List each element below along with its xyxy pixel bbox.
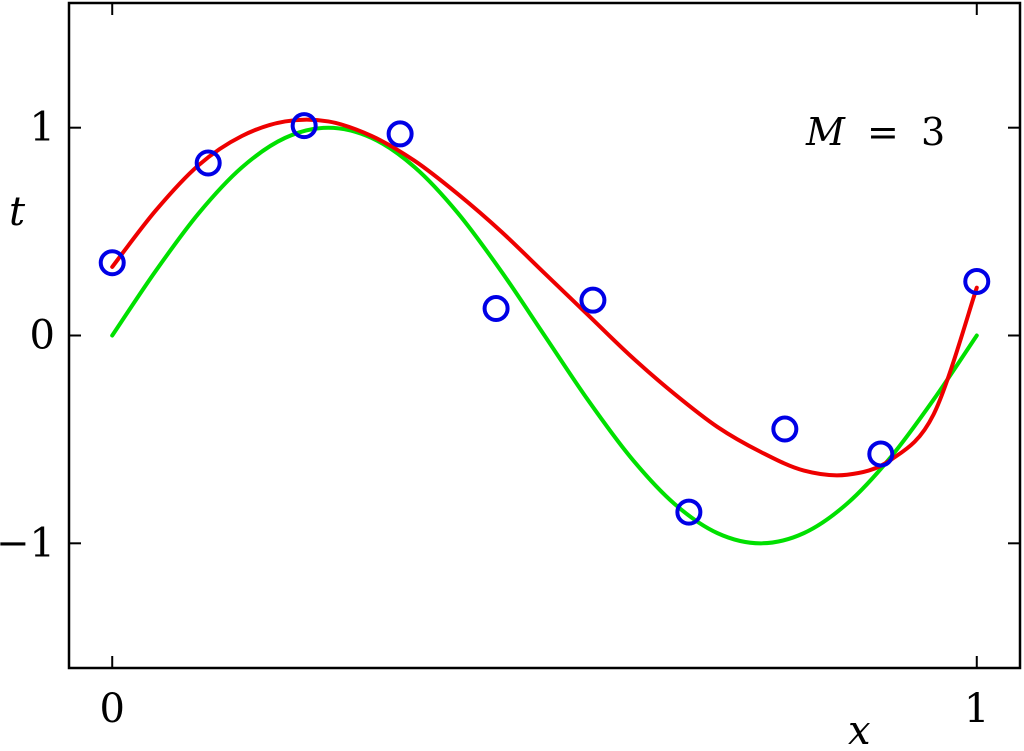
data-point <box>579 286 607 314</box>
data-point <box>675 498 703 526</box>
data-point <box>482 294 510 322</box>
data-point <box>194 149 222 177</box>
model-order-annotation: M = 3 <box>805 110 945 154</box>
y-tick-label: 0 <box>30 313 55 359</box>
fitted-curve-line <box>110 117 979 478</box>
annotation-value: 3 <box>921 110 945 154</box>
y-axis-ticks: −1 0 1 <box>0 105 1020 566</box>
data-point <box>771 415 799 443</box>
data-point <box>867 440 895 468</box>
x-axis-label: x <box>848 708 871 751</box>
y-axis-label: t <box>9 189 26 235</box>
annotation-variable: M <box>805 110 846 154</box>
true-curve-line <box>110 125 979 546</box>
data-point <box>98 249 126 277</box>
data-point <box>386 120 414 148</box>
y-tick-label: 1 <box>30 105 55 151</box>
annotation-equals: = <box>867 110 899 154</box>
y-tick-label: −1 <box>0 520 55 566</box>
x-tick-label: 0 <box>100 686 125 732</box>
data-point <box>290 112 318 140</box>
x-tick-label: 1 <box>964 686 989 732</box>
data-point <box>963 267 991 295</box>
series-group <box>98 112 991 546</box>
